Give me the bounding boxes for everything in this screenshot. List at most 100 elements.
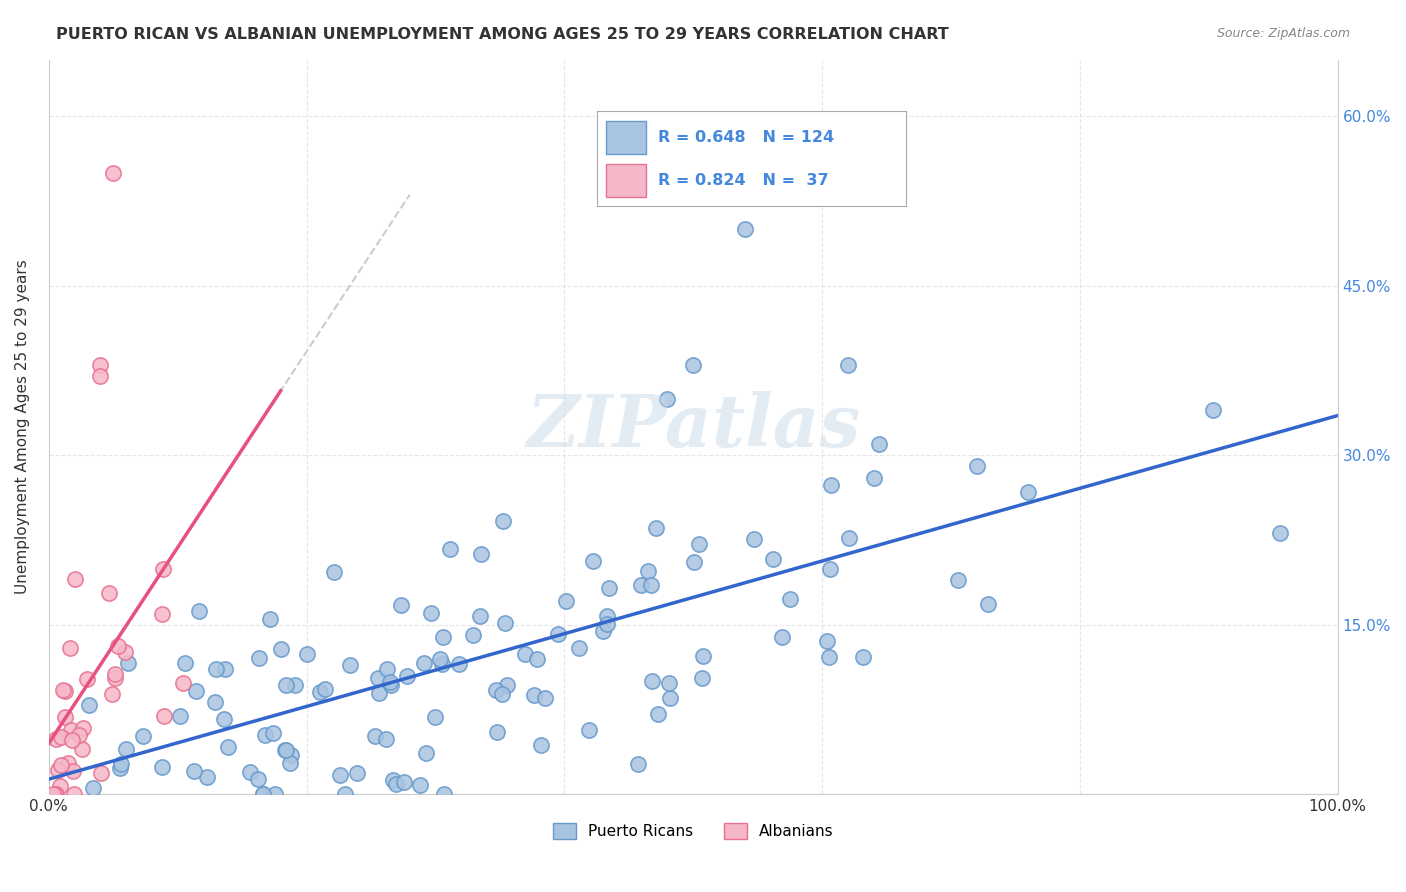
- Point: [596, 617, 619, 632]
- Point: [578, 723, 600, 737]
- Point: [627, 757, 650, 772]
- Point: [367, 685, 389, 699]
- Point: [645, 521, 668, 535]
- Point: [274, 743, 297, 757]
- Point: [104, 671, 127, 685]
- Point: [779, 591, 801, 606]
- Point: [44, 787, 66, 801]
- Point: [42, 787, 65, 801]
- Point: [378, 675, 401, 690]
- Point: [423, 710, 446, 724]
- Point: [276, 678, 298, 692]
- Point: [150, 607, 173, 621]
- Point: [44, 787, 66, 801]
- Point: [62, 764, 84, 778]
- Point: [253, 728, 276, 742]
- Text: Source: ZipAtlas.com: Source: ZipAtlas.com: [1216, 27, 1350, 40]
- Point: [152, 562, 174, 576]
- Point: [59, 640, 82, 655]
- Point: [89, 358, 111, 372]
- Point: [420, 606, 443, 620]
- Point: [247, 650, 270, 665]
- Point: [592, 624, 614, 639]
- Point: [433, 787, 456, 801]
- Point: [409, 778, 432, 792]
- Legend: Puerto Ricans, Albanians: Puerto Ricans, Albanians: [547, 817, 839, 845]
- Point: [52, 683, 75, 698]
- Point: [314, 681, 336, 696]
- Point: [72, 722, 94, 736]
- Point: [90, 766, 112, 780]
- Point: [252, 787, 274, 801]
- Point: [682, 555, 704, 569]
- Point: [1017, 485, 1039, 500]
- Point: [270, 642, 292, 657]
- Point: [184, 683, 207, 698]
- Point: [657, 392, 679, 406]
- Point: [45, 732, 67, 747]
- Point: [374, 731, 396, 746]
- Point: [630, 577, 652, 591]
- Point: [977, 597, 1000, 611]
- Point: [429, 652, 451, 666]
- Point: [329, 768, 352, 782]
- Text: ZIPatlas: ZIPatlas: [526, 392, 860, 462]
- Point: [862, 470, 884, 484]
- Point: [98, 586, 121, 600]
- Point: [413, 656, 436, 670]
- Point: [195, 770, 218, 784]
- Point: [820, 562, 842, 576]
- Point: [495, 678, 517, 692]
- Point: [367, 671, 389, 685]
- Point: [554, 594, 576, 608]
- Point: [582, 554, 605, 568]
- Point: [49, 779, 72, 793]
- Point: [252, 787, 274, 801]
- Point: [278, 756, 301, 770]
- Point: [51, 731, 73, 745]
- Point: [838, 531, 860, 545]
- Point: [547, 627, 569, 641]
- Point: [339, 657, 361, 672]
- Point: [110, 756, 132, 771]
- Point: [77, 698, 100, 712]
- Point: [283, 678, 305, 692]
- Point: [690, 671, 713, 685]
- Point: [60, 732, 83, 747]
- Point: [104, 667, 127, 681]
- Point: [132, 729, 155, 743]
- Point: [966, 459, 988, 474]
- Point: [382, 772, 405, 787]
- Point: [432, 630, 454, 644]
- Point: [295, 647, 318, 661]
- Point: [640, 578, 662, 592]
- Point: [76, 672, 98, 686]
- Point: [259, 612, 281, 626]
- Point: [204, 695, 226, 709]
- Point: [484, 683, 506, 698]
- Point: [868, 437, 890, 451]
- Point: [494, 616, 516, 631]
- Point: [770, 630, 793, 644]
- Point: [461, 627, 484, 641]
- Point: [187, 604, 209, 618]
- Point: [115, 741, 138, 756]
- Point: [818, 650, 841, 665]
- Point: [595, 609, 617, 624]
- Point: [470, 547, 492, 561]
- Point: [45, 787, 67, 801]
- Y-axis label: Unemployment Among Ages 25 to 29 years: Unemployment Among Ages 25 to 29 years: [15, 260, 30, 594]
- Point: [837, 358, 859, 372]
- Point: [640, 673, 662, 688]
- Point: [107, 639, 129, 653]
- Point: [323, 565, 346, 579]
- Point: [449, 657, 471, 672]
- Point: [62, 787, 84, 801]
- Point: [688, 537, 710, 551]
- Point: [682, 358, 704, 372]
- Point: [67, 728, 90, 742]
- Point: [114, 645, 136, 659]
- Point: [742, 532, 765, 546]
- Point: [51, 758, 73, 772]
- Point: [647, 706, 669, 721]
